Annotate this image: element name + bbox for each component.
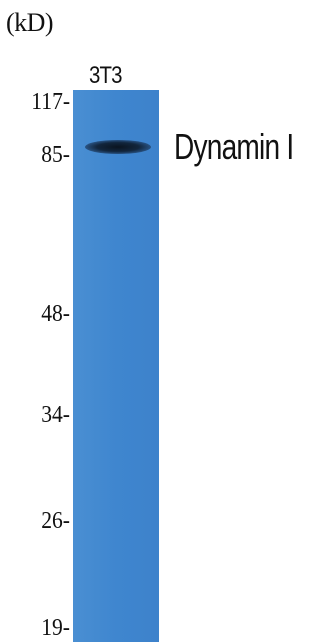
marker-34: 34- — [41, 402, 70, 428]
protein-band — [85, 140, 151, 154]
protein-label: Dynamin I — [174, 126, 294, 167]
marker-19: 19- — [41, 615, 70, 641]
marker-26: 26- — [41, 508, 70, 534]
unit-label: (kD) — [6, 8, 54, 37]
blot-lane — [73, 90, 159, 642]
marker-85: 85- — [41, 142, 70, 168]
marker-48: 48- — [41, 301, 70, 327]
marker-117: 117- — [31, 89, 70, 115]
lane-label: 3T3 — [89, 62, 122, 89]
